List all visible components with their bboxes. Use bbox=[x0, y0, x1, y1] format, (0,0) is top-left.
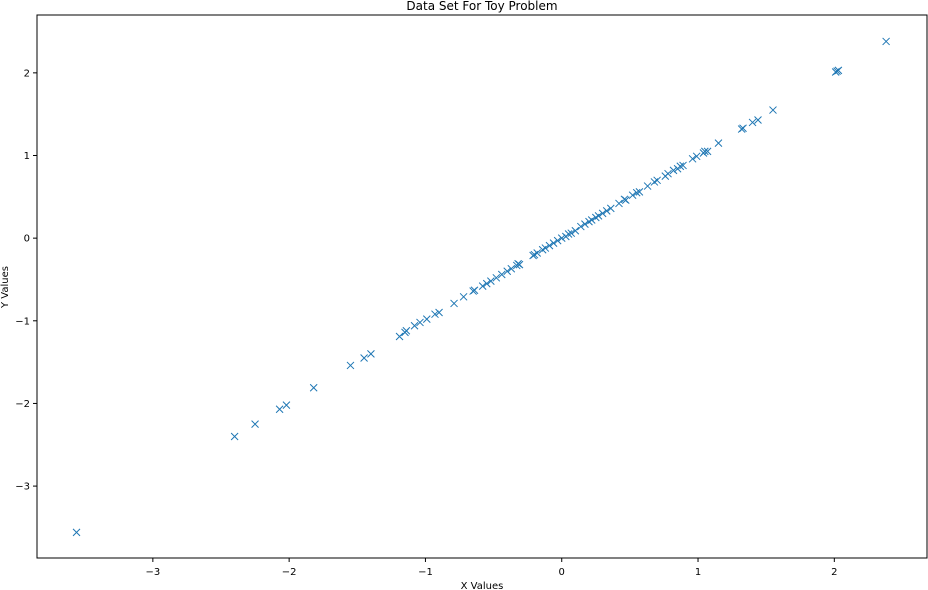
data-point bbox=[587, 216, 596, 224]
y-axis-ticks: −3 −2 −1 0 1 2 bbox=[15, 68, 37, 493]
data-point bbox=[615, 199, 623, 208]
data-point bbox=[482, 279, 491, 288]
data-point bbox=[309, 383, 318, 392]
data-point bbox=[703, 147, 712, 156]
y-axis-label: Y Values bbox=[0, 266, 11, 309]
data-point bbox=[594, 211, 603, 220]
data-point bbox=[834, 66, 843, 75]
plot-frame bbox=[36, 14, 928, 559]
x-tick-label: 0 bbox=[559, 567, 565, 578]
data-point bbox=[700, 147, 709, 156]
data-point bbox=[581, 220, 589, 228]
data-point bbox=[459, 292, 468, 301]
y-tick-label: −1 bbox=[15, 316, 30, 327]
data-point bbox=[635, 188, 644, 196]
data-point bbox=[549, 239, 558, 247]
data-point bbox=[545, 241, 554, 250]
data-point bbox=[275, 405, 284, 414]
x-tick-label: −3 bbox=[145, 567, 160, 578]
data-point bbox=[628, 191, 637, 200]
data-point bbox=[503, 267, 512, 276]
x-axis-ticks: −3 −2 −1 0 1 2 bbox=[145, 558, 838, 578]
y-tick-label: −3 bbox=[15, 482, 30, 493]
data-point bbox=[431, 310, 439, 319]
data-point bbox=[643, 182, 652, 190]
data-point bbox=[571, 226, 580, 235]
data-points bbox=[72, 37, 890, 537]
data-point bbox=[533, 249, 542, 257]
data-point bbox=[621, 196, 630, 204]
data-point bbox=[602, 207, 611, 215]
data-point bbox=[515, 260, 524, 269]
data-point bbox=[541, 244, 550, 252]
x-tick-label: −1 bbox=[418, 567, 433, 578]
data-point bbox=[653, 176, 661, 185]
data-point bbox=[282, 401, 291, 409]
data-point bbox=[416, 318, 424, 327]
data-point bbox=[251, 420, 259, 428]
data-point bbox=[676, 162, 685, 171]
y-tick-label: 1 bbox=[24, 151, 30, 162]
data-point bbox=[492, 273, 501, 282]
data-point bbox=[395, 332, 404, 341]
data-point bbox=[346, 361, 355, 370]
x-tick-label: 2 bbox=[831, 567, 837, 578]
data-point bbox=[557, 234, 566, 243]
data-point bbox=[882, 37, 890, 46]
x-axis-label: X Values bbox=[461, 581, 504, 590]
x-tick-label: −2 bbox=[282, 567, 297, 578]
data-point bbox=[576, 222, 585, 231]
data-point bbox=[487, 277, 495, 285]
y-tick-label: −2 bbox=[15, 399, 30, 410]
data-point bbox=[230, 432, 239, 441]
data-point bbox=[402, 326, 411, 335]
data-point bbox=[669, 166, 678, 175]
data-point bbox=[748, 118, 757, 127]
data-point bbox=[360, 354, 368, 362]
y-tick-label: 0 bbox=[24, 234, 30, 245]
data-point bbox=[754, 116, 762, 124]
data-point bbox=[564, 230, 573, 238]
y-tick-label: 2 bbox=[24, 68, 30, 79]
data-point bbox=[478, 282, 487, 290]
data-point bbox=[679, 161, 687, 170]
data-point bbox=[598, 209, 607, 218]
data-point bbox=[739, 124, 747, 133]
data-point bbox=[435, 308, 443, 317]
chart-title: Data Set For Toy Problem bbox=[406, 0, 557, 13]
data-point bbox=[507, 264, 516, 273]
data-point bbox=[769, 106, 777, 114]
data-point bbox=[553, 236, 562, 245]
data-point bbox=[567, 229, 576, 238]
x-tick-label: 1 bbox=[695, 567, 701, 578]
data-point bbox=[497, 270, 506, 279]
data-point bbox=[692, 152, 701, 161]
data-point bbox=[606, 204, 615, 213]
data-point bbox=[714, 139, 723, 147]
data-point bbox=[367, 350, 375, 358]
data-point bbox=[688, 154, 697, 163]
data-point bbox=[470, 286, 479, 295]
data-point bbox=[632, 188, 641, 197]
data-point bbox=[450, 299, 458, 308]
data-point bbox=[422, 315, 431, 323]
data-point bbox=[72, 528, 81, 537]
data-point bbox=[410, 321, 419, 330]
data-point bbox=[664, 169, 672, 178]
